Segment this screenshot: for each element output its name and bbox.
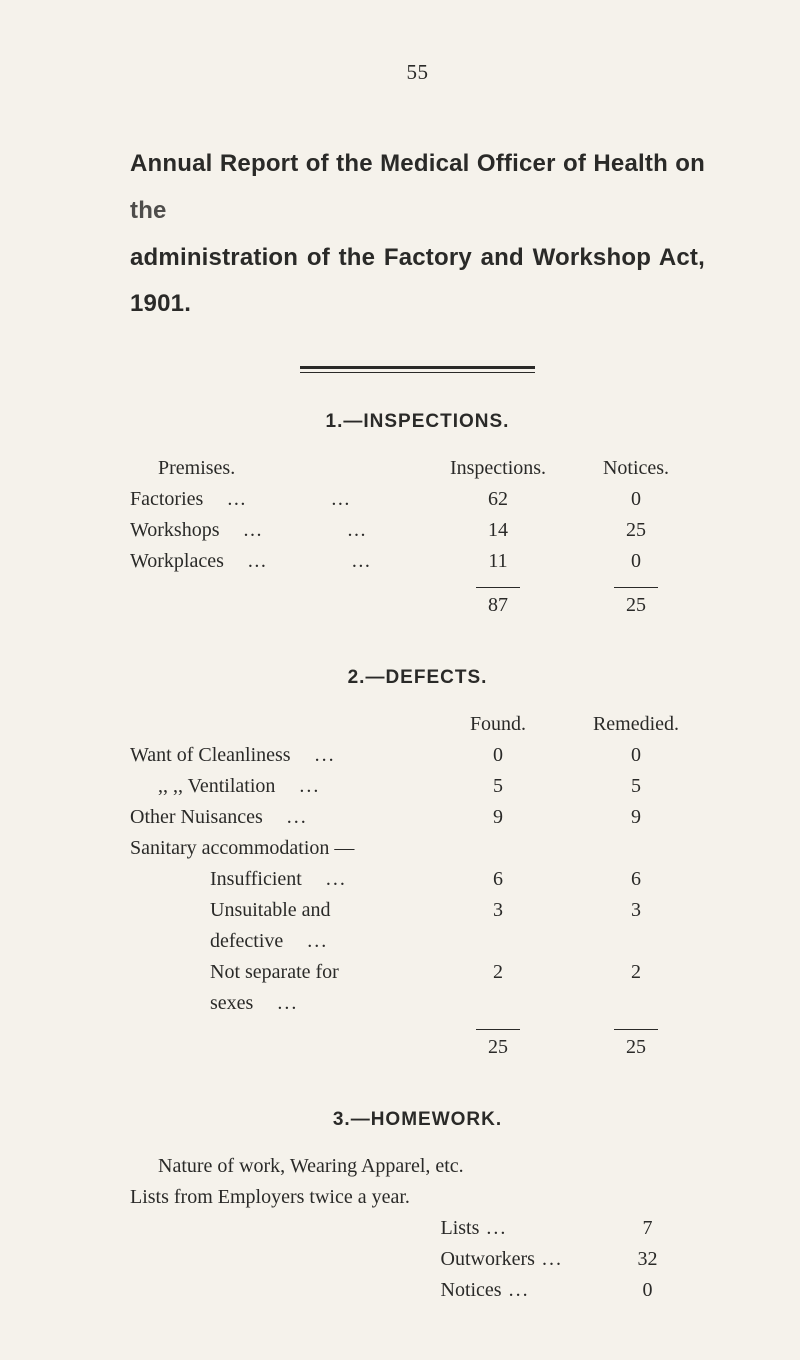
cell-value: 14 [429,515,567,546]
total-notices: 25 [614,587,658,621]
cell-value: 11 [429,546,567,577]
title-line1-a: Annual Report of the Medical Officer of … [130,150,705,177]
table-header-row: Found. Remedied. [130,709,705,740]
homework-list: Lists 7 Outworkers 32 Notices 0 [130,1213,705,1306]
section-3-heading: 3.—HOMEWORK. [130,1109,705,1131]
homework-line-1: Nature of work, Wearing Apparel, etc. [130,1151,705,1182]
table-row: Sanitary accommodation — [130,833,705,864]
row-label: Factories [130,488,203,510]
row-label: Other Nuisances [130,806,263,828]
cell-value [429,833,567,864]
leader-dots [283,930,328,952]
cell-value: 3 [567,895,705,957]
list-row: Lists 7 [130,1213,705,1244]
table-row: Workshops 14 25 [130,515,705,546]
cell-value: 0 [429,740,567,771]
row-label: Insufficient [210,868,302,890]
table-header-row: Premises. Inspections. Notices. [130,453,705,484]
section-1-heading: 1.—INSPECTIONS. [130,411,705,433]
cell-value: 2 [429,957,567,1019]
col-remedied: Remedied. [567,709,705,740]
cell-value: 9 [567,802,705,833]
row-label: Sanitary accommodation — [130,837,354,859]
list-label: Outworkers [441,1248,535,1270]
cell-value: 0 [567,546,705,577]
cell-value: 5 [567,771,705,802]
table-row: Other Nuisances 9 9 [130,802,705,833]
table-row: Unsuitable and defective 3 3 [130,895,705,957]
table-total-row: 87 25 [130,583,705,621]
list-label: Notices [441,1279,502,1301]
col-inspections: Inspections. [429,453,567,484]
table-row: Factories 62 0 [130,484,705,515]
leader-dots [502,1279,530,1301]
title-rule [300,366,535,373]
row-label: Want of Cleanliness [130,744,291,766]
cell-value: 2 [567,957,705,1019]
page-number: 55 [130,60,705,85]
list-value: 32 [590,1244,705,1275]
list-row: Outworkers 32 [130,1244,705,1275]
cell-value: 6 [567,864,705,895]
leader-dots [291,744,336,766]
leader-dots [253,992,298,1014]
title-line1-b: the [130,197,167,224]
cell-value: 25 [567,515,705,546]
row-label: ,, ,, Ventilation [158,775,275,797]
col-premises: Premises. [130,453,429,484]
leader-dots [275,775,320,797]
table-row: Not separate for sexes 2 2 [130,957,705,1019]
leader-dots [224,550,372,572]
leader-dots [535,1248,563,1270]
defects-table: Found. Remedied. Want of Cleanliness 0 0… [130,709,705,1063]
total-remedied: 25 [614,1029,658,1063]
leader-dots [203,488,351,510]
report-title-line-2: administration of the Factory and Worksh… [130,235,705,329]
section-2-heading: 2.—DEFECTS. [130,667,705,689]
col-found: Found. [429,709,567,740]
leader-dots [479,1217,507,1239]
cell-value: 0 [567,740,705,771]
cell-value: 9 [429,802,567,833]
row-label: Workshops [130,519,220,541]
list-label: Lists [441,1217,480,1239]
total-inspections: 87 [476,587,520,621]
list-value: 0 [590,1275,705,1306]
cell-value: 0 [567,484,705,515]
table-row: ,, ,, Ventilation 5 5 [130,771,705,802]
cell-value: 3 [429,895,567,957]
report-title-line-1: Annual Report of the Medical Officer of … [130,141,705,235]
total-found: 25 [476,1029,520,1063]
table-row: Workplaces 11 0 [130,546,705,577]
cell-value: 6 [429,864,567,895]
cell-value [567,833,705,864]
list-value: 7 [590,1213,705,1244]
list-row: Notices 0 [130,1275,705,1306]
row-label: Workplaces [130,550,224,572]
leader-dots [220,519,368,541]
cell-value: 62 [429,484,567,515]
homework-block: Nature of work, Wearing Apparel, etc. Li… [130,1151,705,1213]
cell-value: 5 [429,771,567,802]
inspections-table: Premises. Inspections. Notices. Factorie… [130,453,705,621]
table-row: Want of Cleanliness 0 0 [130,740,705,771]
table-row: Insufficient 6 6 [130,864,705,895]
homework-line-2: Lists from Employers twice a year. [130,1182,705,1213]
col-notices: Notices. [567,453,705,484]
leader-dots [263,806,308,828]
leader-dots [302,868,347,890]
table-total-row: 25 25 [130,1025,705,1063]
